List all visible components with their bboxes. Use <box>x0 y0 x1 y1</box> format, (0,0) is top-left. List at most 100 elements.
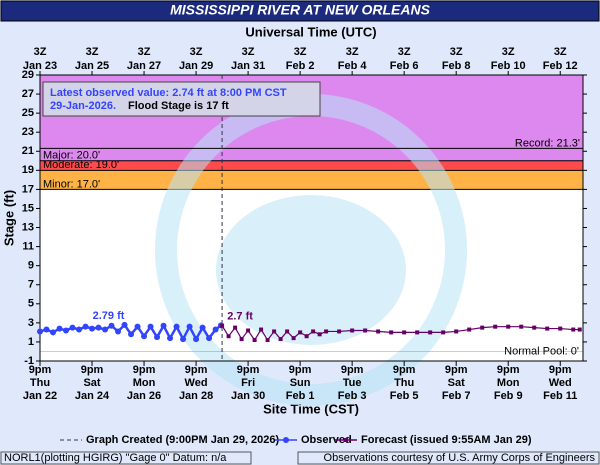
x-tick-label: Thu <box>30 377 50 389</box>
x-tick-label: Mon <box>133 377 156 389</box>
data-point <box>311 329 316 334</box>
data-point <box>186 323 193 330</box>
data-point <box>154 334 161 341</box>
y-tick-label: 9 <box>28 260 34 272</box>
data-point <box>324 329 329 334</box>
data-point <box>160 322 167 329</box>
data-point <box>193 336 200 343</box>
x2-tick-label: Jan 23 <box>23 60 57 72</box>
x-tick-label: Thu <box>394 377 414 389</box>
x-tick-label: Jan 24 <box>75 390 110 402</box>
x2-tick-label: 3Z <box>242 46 255 58</box>
x2-tick-label: Feb 12 <box>543 60 578 72</box>
data-point <box>467 327 472 332</box>
data-point <box>532 325 537 330</box>
x-tick-label: Wed <box>185 377 208 389</box>
info-box-line: Latest observed value: 2.74 ft at 8:00 P… <box>50 87 287 99</box>
data-point <box>167 335 174 342</box>
x2-tick-label: 3Z <box>190 46 203 58</box>
x-tick-label: 9pm <box>497 364 520 376</box>
x-tick-label: Jan 22 <box>23 390 57 402</box>
data-point <box>180 336 187 343</box>
data-point <box>545 326 550 331</box>
x-tick-label: Wed <box>549 377 572 389</box>
y-tick-label: 13 <box>22 221 34 233</box>
x-tick-label: Sat <box>448 377 465 389</box>
data-point <box>480 325 485 330</box>
plot-frame <box>39 74 584 362</box>
x-tick-label: Feb 11 <box>543 390 577 402</box>
data-point <box>134 323 141 330</box>
data-point <box>95 324 102 331</box>
legend-swatch <box>344 438 348 442</box>
x-tick-label: Feb 3 <box>338 390 367 402</box>
x2-tick-label: 3Z <box>294 46 307 58</box>
x-tick-label: 9pm <box>185 364 208 376</box>
data-point <box>206 335 213 342</box>
data-point <box>76 326 83 333</box>
data-point <box>558 326 563 331</box>
data-point <box>147 323 154 330</box>
x2-tick-label: Feb 10 <box>491 60 526 72</box>
data-point <box>454 329 459 334</box>
x2-axis-title: Universal Time (UTC) <box>245 24 376 39</box>
data-point <box>291 336 296 341</box>
x-tick-label: Mon <box>497 377 520 389</box>
data-point <box>212 326 219 333</box>
footer-left-box <box>0 451 252 465</box>
y-tick-label: 11 <box>22 241 34 253</box>
data-point <box>350 328 355 333</box>
y-tick-label: -1 <box>24 355 34 367</box>
x-tick-label: 9pm <box>341 364 364 376</box>
x-tick-label: Feb 5 <box>390 390 419 402</box>
x2-tick-label: Feb 8 <box>442 60 471 72</box>
x2-tick-label: Feb 4 <box>338 60 368 72</box>
data-point <box>298 330 303 335</box>
x-tick-label: Sat <box>83 377 100 389</box>
annotation: 2.7 ft <box>227 311 253 323</box>
data-point <box>108 322 115 329</box>
watermark <box>216 195 406 345</box>
x-tick-label: Feb 7 <box>442 390 471 402</box>
x2-tick-label: 3Z <box>138 46 151 58</box>
x-tick-label: 9pm <box>133 364 156 376</box>
data-point <box>519 324 524 329</box>
y-tick-label: 5 <box>28 298 34 310</box>
y-tick-label: 27 <box>22 88 34 100</box>
data-point <box>304 334 309 339</box>
data-point <box>571 327 576 332</box>
x-tick-label: 9pm <box>289 364 312 376</box>
data-point <box>337 329 342 334</box>
y-tick-label: 3 <box>28 317 34 329</box>
legend-created: Graph Created (9:00PM Jan 29, 2026) <box>86 434 280 446</box>
annotation: 2.79 ft <box>93 310 125 322</box>
data-point <box>259 327 264 332</box>
data-point <box>441 330 446 335</box>
data-point <box>389 330 394 335</box>
data-point <box>226 334 231 339</box>
data-point <box>63 327 70 334</box>
legend-swatch <box>283 437 289 443</box>
x-axis-title: Site Time (CST) <box>263 401 359 416</box>
x-tick-label: Sun <box>290 377 311 389</box>
info-box <box>42 81 321 117</box>
data-point <box>220 323 225 328</box>
data-point <box>115 328 122 335</box>
data-point <box>415 330 420 335</box>
x2-tick-label: 3Z <box>86 46 99 58</box>
x-tick-label: 9pm <box>445 364 468 376</box>
title-bar <box>0 0 600 22</box>
info-box-line: Flood Stage is 17 ft <box>128 100 229 112</box>
flood-label: Minor: 17.0' <box>43 178 100 190</box>
data-point <box>252 338 257 343</box>
x-tick-label: Feb 1 <box>286 390 315 402</box>
flood-band <box>40 160 583 171</box>
x-tick-label: 9pm <box>237 364 260 376</box>
x2-tick-label: Feb 6 <box>390 60 419 72</box>
y-tick-label: 15 <box>22 202 34 214</box>
x-tick-label: Jan 26 <box>127 390 161 402</box>
y-tick-label: 25 <box>22 107 34 119</box>
data-point <box>82 323 89 330</box>
x-tick-label: Tue <box>343 377 362 389</box>
